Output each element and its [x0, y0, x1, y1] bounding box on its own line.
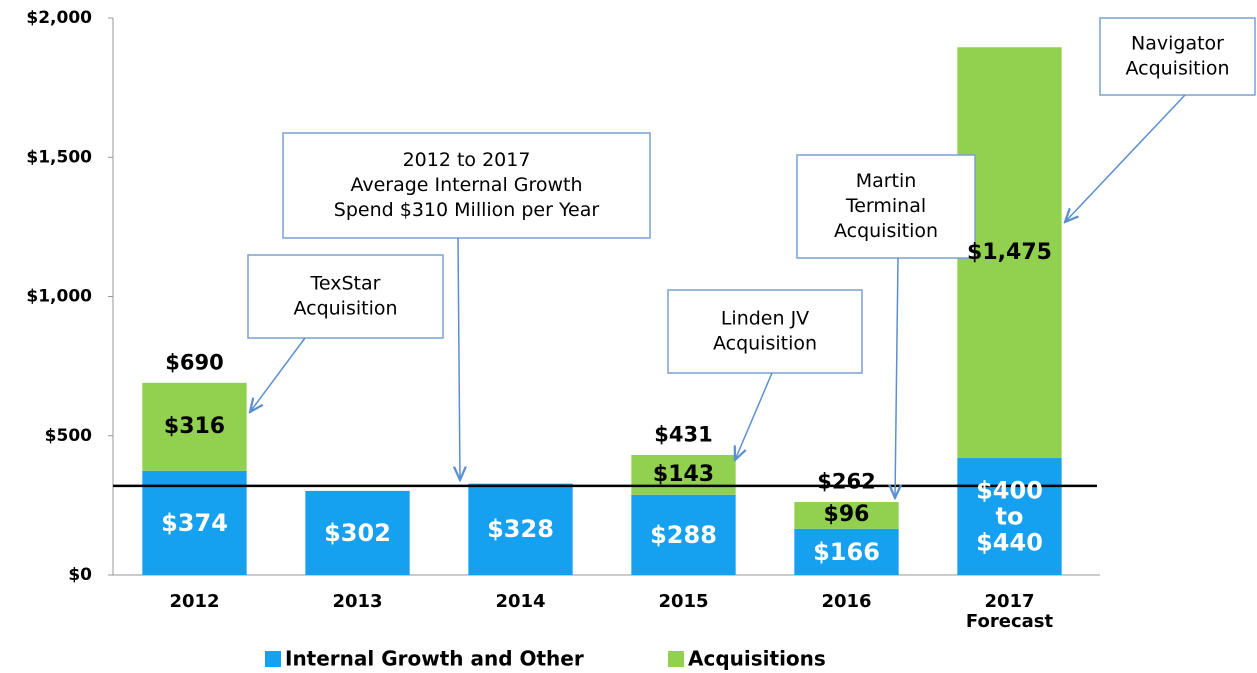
bar-segment — [794, 502, 899, 529]
callout-arrow — [895, 257, 898, 498]
value-label: $288 — [650, 520, 717, 549]
value-label: $374 — [161, 508, 228, 537]
y-tick-label: $500 — [45, 426, 92, 446]
callout-text: Linden JV — [721, 308, 809, 330]
callout-arrow — [250, 337, 306, 412]
total-label: $431 — [654, 422, 713, 447]
bar-segment — [631, 494, 736, 575]
legend-label: Internal Growth and Other — [285, 647, 584, 671]
y-tick-label: $2,000 — [26, 8, 92, 28]
value-label: $96 — [823, 502, 870, 528]
callout-text: Average Internal Growth — [350, 174, 582, 196]
callout-text: Acquisition — [1125, 58, 1229, 80]
callout-box — [796, 154, 976, 259]
bar-segment — [142, 470, 247, 575]
bar-segment — [468, 483, 573, 575]
value-label: $328 — [487, 515, 554, 544]
x-tick-label: 2016 — [821, 591, 872, 612]
x-tick-label: 2014 — [495, 591, 546, 612]
callout-text: TexStar — [310, 273, 381, 295]
x-tick-label: 2012 — [169, 591, 220, 612]
callout-text: Navigator — [1131, 33, 1224, 55]
legend-label: Acquisitions — [688, 647, 826, 671]
callout-arrow — [458, 237, 460, 480]
callout-box — [282, 132, 651, 239]
value-label: $166 — [813, 537, 880, 566]
value-label: $400 to $440 — [976, 475, 1043, 557]
bar-segment — [631, 454, 736, 495]
total-label: $690 — [165, 350, 224, 375]
bar-segment — [957, 458, 1062, 575]
callout-text: Martin — [856, 170, 917, 192]
y-tick-label: $1,500 — [26, 147, 92, 167]
callout-text: Acquisition — [293, 298, 397, 320]
callout-box — [667, 289, 863, 374]
value-label: $302 — [324, 518, 391, 547]
legend-swatch — [668, 651, 684, 667]
bar-segment — [305, 490, 410, 575]
callout-arrow — [735, 372, 773, 460]
callout-text: Terminal — [845, 195, 926, 217]
y-tick-label: $1,000 — [26, 287, 92, 307]
callout-box — [247, 254, 444, 339]
x-tick-label: 2015 — [658, 591, 709, 612]
legend-swatch — [265, 651, 281, 667]
y-tick-label: $0 — [68, 565, 92, 585]
value-label: $1,475 — [967, 239, 1052, 265]
x-tick-label: 2013 — [332, 591, 383, 612]
bar-segment — [794, 528, 899, 575]
callout-text: 2012 to 2017 — [403, 149, 531, 171]
callout-box — [1099, 17, 1256, 96]
total-label: $262 — [817, 469, 876, 494]
callout-text: Acquisition — [834, 220, 938, 242]
value-label: $143 — [652, 461, 715, 487]
callout-text: Spend $310 Million per Year — [334, 199, 600, 221]
callout-text: Acquisition — [713, 333, 817, 355]
value-label: $316 — [163, 413, 226, 439]
bar-segment — [142, 382, 247, 471]
x-tick-label: 2017 Forecast — [965, 591, 1054, 632]
callout-arrow — [1065, 94, 1186, 222]
